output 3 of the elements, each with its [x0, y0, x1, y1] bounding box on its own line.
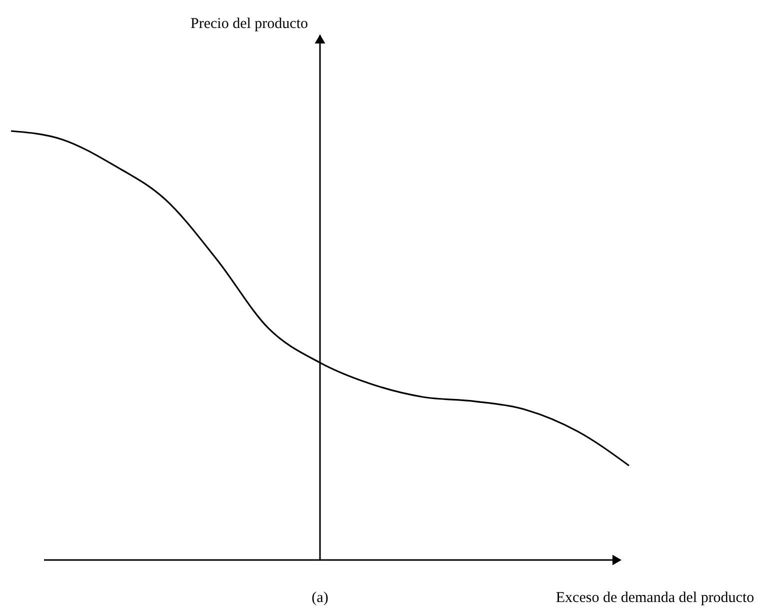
- text: (a): [312, 590, 328, 606]
- text: Precio del producto: [190, 16, 308, 32]
- x-axis-title: Exceso de demanda del producto: [556, 590, 754, 606]
